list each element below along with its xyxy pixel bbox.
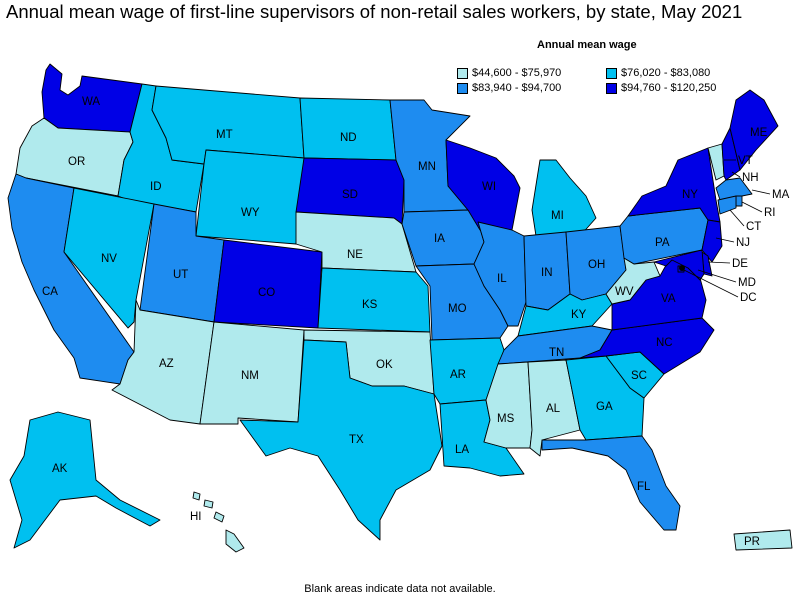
label-AZ: AZ: [159, 358, 174, 370]
label-MD: MD: [738, 277, 756, 289]
label-CA: CA: [42, 286, 58, 298]
state-CO[interactable]: [213, 239, 323, 329]
label-TN: TN: [549, 347, 564, 359]
label-HI: HI: [190, 511, 202, 523]
label-CO: CO: [258, 287, 275, 299]
label-VT: VT: [738, 155, 753, 167]
state-IL[interactable]: [473, 221, 527, 327]
state-FL[interactable]: [541, 435, 681, 531]
state-PR[interactable]: [733, 529, 793, 551]
label-MS: MS: [497, 413, 515, 425]
legend-label-1: $44,600 - $75,970: [472, 67, 562, 79]
label-SD: SD: [342, 189, 358, 201]
label-ME: ME: [750, 127, 768, 139]
legend-item-2: $76,020 - $83,080: [606, 67, 710, 79]
state-HI-islet-2[interactable]: [203, 499, 214, 509]
label-OH: OH: [588, 259, 605, 271]
us-state-map: WA OR CA ID NV MT WY UT AZ CO NM ND SD N…: [7, 63, 793, 553]
legend-label-3: $83,940 - $94,700: [472, 82, 562, 94]
state-MD[interactable]: [653, 249, 705, 281]
label-WI: WI: [482, 181, 496, 193]
legend-title: Annual mean wage: [537, 39, 637, 51]
label-AL: AL: [546, 403, 561, 415]
legend-item-4: $94,760 - $120,250: [606, 82, 716, 94]
label-AR: AR: [450, 369, 466, 381]
label-KY: KY: [571, 309, 587, 321]
label-IN: IN: [541, 267, 553, 279]
page-title: Annual mean wage of first-line superviso…: [6, 1, 743, 22]
state-WI[interactable]: [445, 139, 521, 231]
label-NY: NY: [682, 189, 698, 201]
label-NE: NE: [347, 249, 363, 261]
state-TX[interactable]: [239, 339, 443, 541]
label-ID: ID: [150, 181, 162, 193]
state-NY[interactable]: [627, 147, 721, 223]
label-NJ: NJ: [736, 237, 750, 249]
state-NH[interactable]: [721, 127, 741, 181]
label-AK: AK: [52, 463, 68, 475]
label-UT: UT: [173, 269, 188, 281]
label-WA: WA: [82, 96, 100, 108]
legend-swatch-3: [457, 82, 468, 94]
dc-marker: [679, 265, 685, 271]
label-DE: DE: [732, 258, 748, 270]
label-ND: ND: [340, 132, 357, 144]
label-SC: SC: [631, 370, 647, 382]
state-WV[interactable]: [605, 257, 661, 305]
state-NJ[interactable]: [701, 219, 723, 263]
label-CT: CT: [746, 221, 761, 233]
state-AK[interactable]: [9, 411, 161, 549]
label-IL: IL: [497, 273, 507, 285]
label-DC: DC: [740, 292, 757, 304]
legend-item-3: $83,940 - $94,700: [457, 82, 561, 94]
label-FL: FL: [637, 481, 651, 493]
label-MA: MA: [772, 189, 790, 201]
callout-lines: [683, 159, 771, 298]
label-MI: MI: [551, 210, 564, 222]
label-NV: NV: [101, 253, 117, 265]
label-VA: VA: [661, 293, 676, 305]
state-ME[interactable]: [729, 89, 779, 171]
label-NM: NM: [241, 370, 259, 382]
label-OR: OR: [68, 156, 85, 168]
label-GA: GA: [596, 401, 613, 413]
state-HI-islet-3[interactable]: [213, 511, 225, 523]
label-OK: OK: [376, 359, 393, 371]
label-LA: LA: [455, 444, 469, 456]
footnote: Blank areas indicate data not available.: [304, 583, 496, 595]
state-MI[interactable]: [531, 159, 597, 237]
state-ND[interactable]: [299, 97, 397, 161]
label-WV: WV: [615, 286, 634, 298]
state-WY[interactable]: [195, 149, 305, 245]
label-MT: MT: [216, 129, 233, 141]
legend-label-4: $94,760 - $120,250: [621, 82, 717, 94]
label-MO: MO: [448, 303, 467, 315]
label-PA: PA: [655, 237, 670, 249]
legend-item-1: $44,600 - $75,970: [457, 67, 561, 79]
state-KS[interactable]: [317, 267, 431, 333]
label-NH: NH: [742, 172, 759, 184]
legend-label-2: $76,020 - $83,080: [621, 67, 711, 79]
state-RI[interactable]: [735, 195, 743, 207]
legend-swatch-2: [606, 67, 617, 79]
state-CT[interactable]: [717, 195, 737, 215]
label-NC: NC: [656, 337, 673, 349]
legend-swatch-1: [457, 67, 468, 79]
state-HI-islet-1[interactable]: [192, 491, 201, 501]
legend-swatch-4: [606, 82, 617, 94]
label-RI: RI: [764, 207, 776, 219]
label-MN: MN: [418, 161, 436, 173]
label-WY: WY: [241, 207, 260, 219]
label-PR: PR: [744, 536, 760, 548]
state-HI[interactable]: [225, 529, 245, 553]
label-TX: TX: [349, 434, 364, 446]
label-IA: IA: [434, 233, 445, 245]
label-KS: KS: [362, 299, 378, 311]
